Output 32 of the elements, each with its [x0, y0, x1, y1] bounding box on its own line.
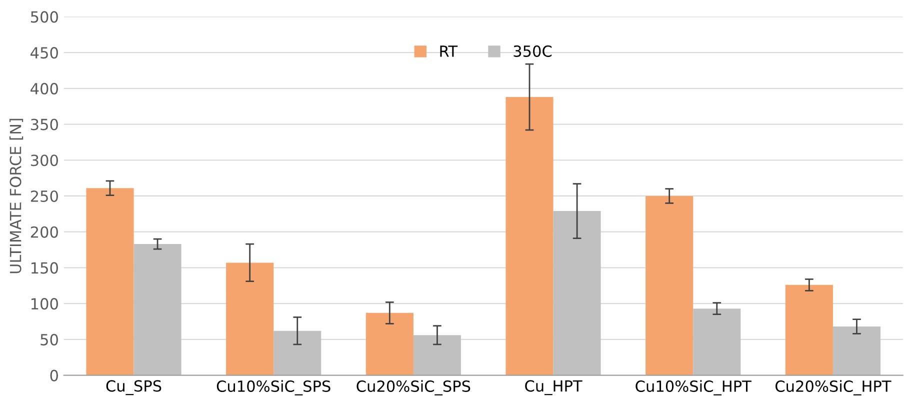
x-tick-label: Cu10%SiC_SPS — [216, 380, 330, 396]
x-tick-label: Cu20%SiC_SPS — [356, 380, 470, 396]
x-tick-label: Cu_SPS — [106, 380, 162, 396]
bar — [274, 330, 322, 376]
x-tick-label: Cu20%SiC_HPT — [776, 380, 892, 396]
y-tick-label: 0 — [50, 370, 58, 382]
bar — [553, 211, 601, 376]
y-tick-label: 250 — [30, 190, 58, 202]
y-tick-label: 200 — [30, 226, 58, 238]
bar — [646, 196, 694, 376]
y-axis-title: ULTIMATE FORCE [N] — [9, 118, 24, 274]
bar — [226, 262, 274, 376]
y-tick-label: 500 — [30, 11, 58, 23]
bar — [86, 188, 134, 376]
bar — [832, 326, 881, 376]
y-tick-label: 350 — [30, 118, 58, 130]
y-tick-label: 400 — [30, 82, 58, 94]
legend-label: RT — [440, 46, 458, 57]
y-tick-label: 450 — [30, 47, 58, 59]
y-tick-label: 150 — [31, 262, 58, 274]
y-tick-label: 100 — [31, 298, 58, 310]
bar — [785, 284, 833, 376]
y-tick-label: 300 — [30, 154, 58, 166]
y-tick-label: 50 — [40, 334, 58, 346]
bar — [366, 312, 414, 376]
x-tick-label: Cu10%SiC_HPT — [636, 380, 752, 396]
bar — [413, 335, 461, 376]
legend-label: 350C — [514, 45, 552, 57]
x-tick-label: Cu_HPT — [525, 380, 582, 396]
bar — [693, 308, 741, 376]
bar — [506, 97, 554, 376]
bar — [134, 244, 182, 376]
